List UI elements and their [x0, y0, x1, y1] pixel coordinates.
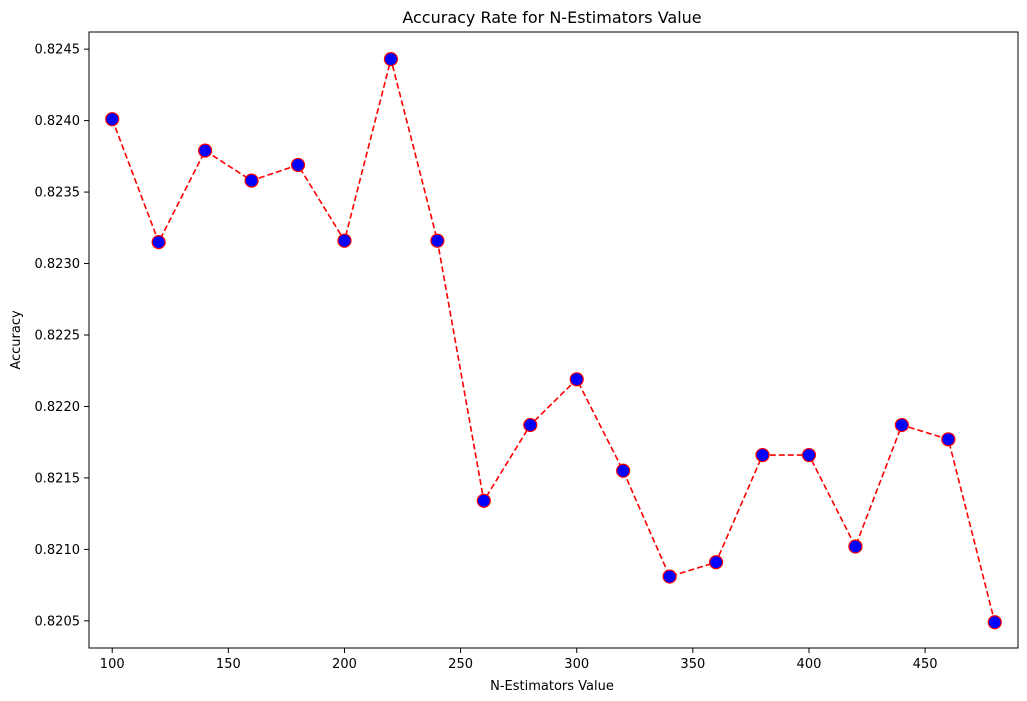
x-tick-label: 300 — [564, 657, 589, 672]
data-point — [662, 569, 677, 584]
x-tick-label: 100 — [100, 657, 125, 672]
x-tick-label: 450 — [913, 657, 938, 672]
y-tick-label: 0.8205 — [35, 614, 81, 629]
series-line — [111, 58, 996, 623]
data-point — [430, 233, 445, 248]
x-tick-label: 400 — [797, 657, 822, 672]
data-point — [244, 173, 259, 188]
data-point — [755, 447, 770, 463]
data-point — [616, 463, 631, 478]
data-point — [476, 493, 491, 508]
y-tick-label: 0.8225 — [35, 328, 81, 343]
data-point — [290, 157, 306, 173]
data-point — [523, 417, 538, 433]
x-tick-label: 200 — [332, 657, 357, 672]
data-point — [383, 52, 399, 67]
y-tick-label: 0.8240 — [35, 114, 81, 129]
data-point — [941, 432, 956, 447]
y-tick-label: 0.8210 — [35, 543, 81, 558]
y-tick-label: 0.8220 — [35, 400, 81, 415]
x-tick-label: 150 — [216, 657, 241, 672]
data-point — [198, 143, 213, 158]
series-layer — [105, 52, 1002, 630]
chart-title: Accuracy Rate for N-Estimators Value — [402, 8, 701, 27]
x-tick-label: 250 — [448, 657, 473, 672]
data-point — [105, 112, 120, 127]
data-point — [894, 417, 909, 433]
data-point — [151, 234, 166, 250]
plot-frame — [88, 31, 1019, 649]
data-point — [337, 233, 352, 248]
y-axis-label: Accuracy — [9, 310, 24, 370]
x-axis-label: N-Estimators Value — [490, 679, 614, 694]
x-axis: 100 150 200 250 300 350 400 450 — [100, 648, 938, 672]
y-tick-label: 0.8215 — [35, 471, 81, 486]
y-tick-label: 0.8235 — [35, 186, 81, 201]
y-tick-label: 0.8245 — [35, 43, 81, 58]
y-axis: 0.8205 0.8210 0.8215 0.8220 0.8225 0.8230 0.82… — [35, 43, 89, 629]
y-tick-label: 0.8230 — [35, 257, 81, 272]
x-tick-label: 350 — [680, 657, 705, 672]
data-point — [801, 447, 817, 463]
data-point — [848, 539, 863, 554]
data-point — [708, 555, 724, 570]
data-point — [569, 372, 584, 387]
data-point — [987, 615, 1002, 630]
